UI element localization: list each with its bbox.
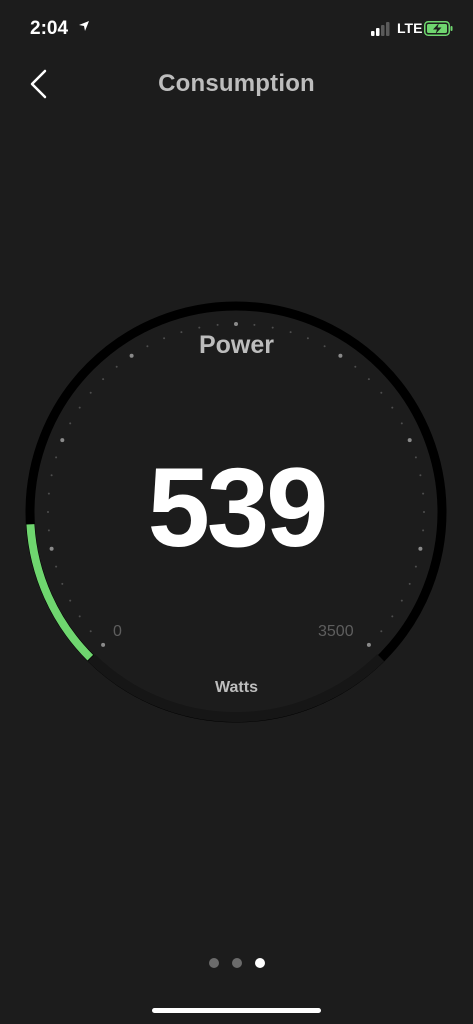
gauge-unit: Watts [0,679,473,697]
gauge-major-tick [367,643,371,647]
gauge-minor-tick [79,615,81,617]
gauge-minor-tick [391,407,393,409]
gauge-minor-tick [69,422,71,424]
gauge-minor-tick [102,378,104,380]
gauge-minor-tick [401,600,403,602]
gauge-minor-tick [354,366,356,368]
page-dot[interactable] [209,958,219,968]
gauge-minor-tick [380,630,382,632]
gauge-label: Power [0,331,473,360]
gauge-minor-tick [90,630,92,632]
page-dot[interactable] [232,958,242,968]
gauge-minor-tick [61,583,63,585]
gauge-minor-tick [380,392,382,394]
gauge-minor-tick [409,583,411,585]
gauge-minor-tick [368,378,370,380]
gauge-minor-tick [401,422,403,424]
page-indicator [0,958,473,968]
gauge-minor-tick [217,324,219,326]
gauge-major-tick [101,643,105,647]
gauge-minor-tick [55,566,57,568]
gauge-major-tick [60,438,64,442]
gauge-major-tick [408,438,412,442]
gauge-value: 539 [0,452,473,564]
page-dot[interactable] [255,958,265,968]
gauge-minor-tick [116,366,118,368]
gauge-minor-tick [415,566,417,568]
gauge-minor-tick [90,392,92,394]
gauge-min-label: 0 [113,623,122,641]
gauge-minor-tick [69,600,71,602]
gauge-max-label: 3500 [318,623,354,641]
gauge-minor-tick [198,327,200,329]
gauge-minor-tick [253,324,255,326]
gauge-minor-tick [79,407,81,409]
gauge-minor-tick [391,615,393,617]
gauge-major-tick [234,322,238,326]
home-indicator[interactable] [152,1008,321,1013]
gauge-minor-tick [272,327,274,329]
